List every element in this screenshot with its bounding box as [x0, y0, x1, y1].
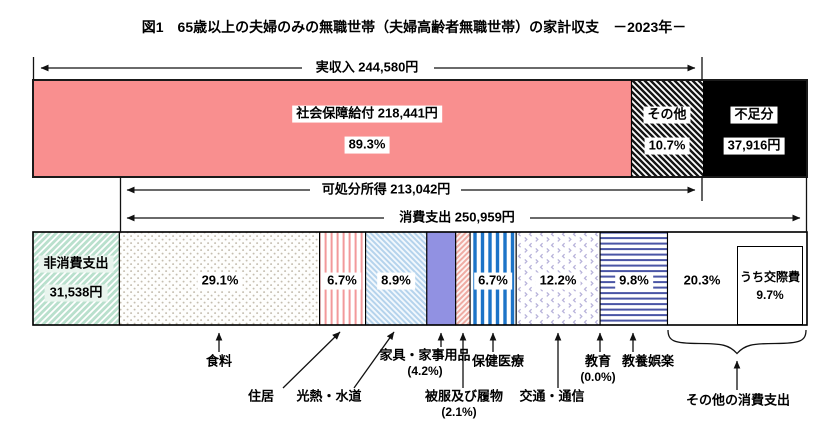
label-non-consumption: 非消費支出	[38, 255, 114, 273]
label-other-consumption: その他の消費支出	[685, 392, 791, 408]
social-expenses-pct: 9.7%	[756, 287, 784, 302]
label-social-security: 社会保障給付 218,441円	[292, 105, 442, 123]
label-food: 食料	[205, 353, 233, 369]
label-income-other-pct: 10.7%	[644, 137, 690, 155]
segment-clothing	[455, 231, 471, 326]
figure-title: 図1 65歳以上の夫婦のみの無職世帯（夫婦高齢者無職世帯）の家計収支 －2023…	[141, 19, 687, 35]
label-housing: 住居	[247, 388, 275, 404]
leader-housing	[282, 331, 341, 389]
bar-label-health-pct: 6.7%	[474, 272, 512, 290]
label-clothing-pct: (2.1%)	[441, 405, 477, 420]
label-deficit-amount: 37,916円	[723, 137, 785, 155]
leader-utilities	[353, 331, 395, 389]
label-health: 保健医療	[471, 353, 525, 369]
bar-label-transport-pct: 12.2%	[535, 272, 581, 290]
social-expenses-label: うち交際費	[739, 269, 800, 284]
bar-label-culture-pct: 9.8%	[615, 272, 653, 290]
disposable-arrow-label: 可処分所得 213,042円	[317, 181, 455, 199]
segment-income-other	[631, 80, 703, 177]
segment-deficit	[703, 80, 807, 177]
label-utilities: 光熱・水道	[296, 388, 362, 404]
label-transport: 交通・通信	[519, 388, 585, 404]
other-consumption-brace	[667, 329, 807, 355]
segment-social-security	[33, 80, 632, 177]
expenditure-bar-outline	[32, 231, 808, 326]
label-education: 教育	[584, 353, 612, 369]
bar-label-other-pct: 20.3%	[683, 272, 721, 288]
label-income-other: その他	[643, 106, 691, 124]
income-bar-outline	[32, 79, 808, 178]
label-furniture: 家具・家事用品	[379, 347, 471, 363]
segment-furniture	[426, 231, 457, 326]
social-expenses-box: うち交際費 9.7%	[737, 246, 803, 325]
income-arrow-label: 実収入 244,580円	[311, 59, 423, 77]
label-furniture-pct: (4.2%)	[407, 364, 443, 379]
bar-label-food-pct: 29.1%	[197, 272, 243, 290]
bar-income	[32, 79, 808, 178]
bar-label-housing-pct: 6.7%	[323, 272, 361, 290]
label-non-consumption-amount: 31,538円	[44, 284, 108, 302]
label-deficit: 不足分	[730, 106, 778, 124]
label-clothing: 被服及び履物	[424, 388, 504, 404]
bar-label-utilities-pct: 8.9%	[377, 272, 415, 290]
segment-non-consumption	[32, 231, 120, 326]
consumption-arrow-label: 消費支出 250,959円	[395, 209, 519, 227]
label-social-security-pct: 89.3%	[344, 136, 390, 154]
label-culture: 教養娯楽	[621, 353, 675, 369]
label-education-pct: (0.0%)	[580, 370, 616, 385]
